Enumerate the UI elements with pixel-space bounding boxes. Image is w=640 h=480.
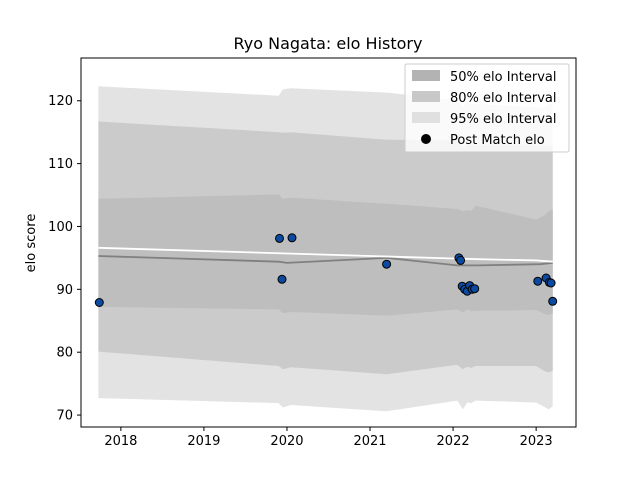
plot-frame — [80, 57, 577, 428]
post-match-point — [287, 233, 297, 243]
y-tick-label: 70 — [56, 409, 73, 424]
legend-swatch — [412, 70, 440, 81]
post-match-point — [275, 233, 284, 243]
post-match-point — [470, 284, 480, 294]
legend-marker — [421, 134, 431, 144]
y-tick-label: 90 — [56, 283, 73, 298]
legend-label: 80% elo Interval — [450, 91, 557, 106]
legend-label: 50% elo Interval — [450, 70, 557, 85]
y-tick-label: 120 — [48, 94, 73, 109]
post-match-point — [533, 276, 543, 286]
x-tick-label: 2022 — [437, 434, 470, 449]
post-match-point — [277, 274, 287, 284]
post-match-point — [548, 296, 558, 306]
legend-label: Post Match elo — [450, 133, 545, 148]
post-match-point — [382, 259, 392, 269]
post-match-point — [94, 298, 104, 307]
legend: 50% elo Interval 80% elo Interval 95% elo … — [404, 63, 570, 153]
post-match-point — [456, 255, 466, 265]
x-tick-label: 2019 — [187, 434, 220, 449]
y-tick-label: 100 — [48, 220, 73, 235]
y-tick-label: 80 — [56, 346, 73, 361]
y-axis: 70 80 90 100 110 120 — [48, 94, 81, 424]
legend-label: 95% elo Interval — [450, 112, 557, 127]
post-match-point — [546, 278, 556, 288]
y-axis-label: elo score — [24, 214, 39, 273]
legend-swatch — [412, 112, 440, 123]
median-elo-line — [98, 255, 553, 267]
x-axis: 2018 2019 2020 2021 2022 2023 — [104, 427, 553, 449]
legend-box — [404, 63, 570, 153]
x-tick-label: 2018 — [104, 434, 137, 449]
y-tick-label: 110 — [48, 157, 73, 172]
plot-area — [80, 57, 577, 428]
x-tick-label: 2023 — [520, 434, 553, 449]
legend-swatch — [412, 91, 440, 102]
x-tick-label: 2020 — [270, 434, 303, 449]
chart-title: Ryo Nagata: elo History — [234, 34, 423, 53]
x-tick-label: 2021 — [353, 434, 386, 449]
mean-elo-line — [98, 246, 553, 263]
